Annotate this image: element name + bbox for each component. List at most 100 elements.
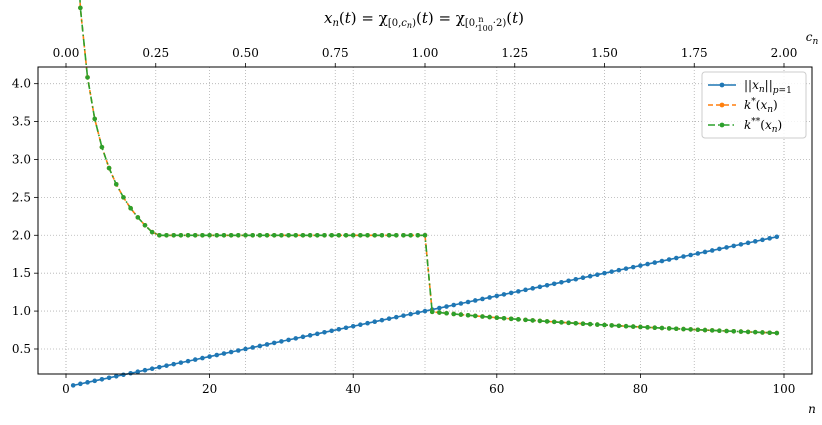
data-point bbox=[451, 302, 457, 308]
y-tick-label: 2.0 bbox=[12, 228, 31, 242]
series-3 bbox=[78, 0, 780, 336]
legend-box bbox=[701, 71, 807, 139]
data-point bbox=[609, 269, 614, 274]
data-point bbox=[501, 292, 507, 297]
data-point bbox=[422, 308, 428, 314]
data-point bbox=[214, 232, 220, 238]
data-point bbox=[315, 232, 320, 238]
data-point bbox=[487, 314, 492, 320]
data-point bbox=[228, 349, 234, 355]
data-point bbox=[530, 318, 535, 323]
data-point bbox=[415, 232, 421, 238]
data-point bbox=[365, 320, 370, 326]
data-point bbox=[609, 323, 614, 328]
data-point bbox=[702, 327, 708, 333]
x2-axis-title: cn bbox=[806, 30, 819, 47]
data-point bbox=[767, 330, 772, 336]
data-point bbox=[659, 258, 665, 264]
data-point bbox=[121, 195, 126, 200]
data-point bbox=[731, 243, 737, 249]
data-point bbox=[92, 378, 98, 384]
data-point bbox=[494, 293, 500, 299]
x-tick-label: 100 bbox=[773, 382, 796, 396]
data-point bbox=[623, 266, 629, 271]
data-point bbox=[350, 232, 356, 238]
data-point bbox=[444, 310, 449, 316]
data-point bbox=[185, 358, 191, 364]
data-point bbox=[149, 229, 155, 235]
data-point bbox=[429, 309, 435, 315]
data-point bbox=[616, 323, 622, 329]
y-tick-label: 1.5 bbox=[12, 266, 31, 280]
data-point bbox=[207, 354, 212, 359]
data-point bbox=[200, 355, 205, 361]
x-tick-label: 80 bbox=[633, 382, 648, 396]
x-tick-label: 20 bbox=[202, 382, 217, 396]
data-point bbox=[286, 337, 291, 343]
data-point bbox=[422, 232, 428, 238]
x2-tick-label: 0.75 bbox=[322, 46, 349, 60]
data-point bbox=[85, 75, 90, 80]
data-point bbox=[695, 327, 701, 333]
data-point bbox=[745, 240, 751, 246]
data-point bbox=[142, 367, 148, 373]
data-point bbox=[106, 165, 112, 171]
data-point bbox=[171, 232, 177, 238]
data-point bbox=[128, 205, 133, 211]
data-point bbox=[587, 273, 593, 279]
data-point bbox=[113, 181, 119, 187]
data-point bbox=[573, 276, 579, 282]
data-point bbox=[257, 232, 263, 238]
legend-label: k**(xn) bbox=[744, 117, 782, 135]
data-point bbox=[142, 222, 148, 228]
data-point bbox=[358, 232, 363, 238]
data-point bbox=[243, 346, 248, 352]
data-point bbox=[70, 383, 76, 388]
y-tick-label: 0.5 bbox=[12, 342, 31, 356]
data-point bbox=[257, 343, 263, 349]
data-point bbox=[688, 327, 693, 332]
series-1 bbox=[70, 234, 780, 388]
data-point bbox=[228, 232, 234, 238]
data-point bbox=[702, 249, 708, 255]
data-point bbox=[623, 323, 629, 329]
data-point bbox=[408, 311, 413, 317]
data-point bbox=[472, 298, 478, 303]
x2-tick-label: 1.50 bbox=[591, 46, 618, 60]
y-tick-label: 3.0 bbox=[12, 152, 31, 166]
data-point bbox=[207, 232, 212, 238]
data-point bbox=[329, 232, 334, 238]
data-point bbox=[99, 377, 105, 382]
data-point bbox=[350, 323, 356, 329]
data-point bbox=[638, 324, 643, 330]
data-point bbox=[300, 334, 306, 340]
legend: ||xn||p=1k*(xn)k**(xn) bbox=[701, 71, 807, 139]
data-point bbox=[580, 275, 586, 281]
data-point bbox=[595, 322, 600, 327]
data-point bbox=[365, 232, 370, 238]
data-point bbox=[293, 232, 299, 238]
data-point bbox=[774, 234, 780, 240]
data-point bbox=[157, 232, 162, 238]
data-point bbox=[472, 313, 478, 319]
data-point bbox=[372, 232, 378, 238]
data-point bbox=[580, 321, 586, 327]
data-point bbox=[666, 326, 672, 331]
data-point bbox=[516, 317, 521, 322]
data-point bbox=[343, 232, 349, 238]
data-point bbox=[200, 232, 205, 238]
data-point bbox=[121, 372, 126, 378]
data-point bbox=[379, 232, 385, 238]
data-point bbox=[386, 316, 392, 321]
data-point bbox=[264, 342, 270, 347]
data-point bbox=[307, 232, 313, 238]
data-point bbox=[178, 360, 184, 365]
data-point bbox=[221, 232, 227, 238]
data-point bbox=[236, 348, 241, 353]
data-point bbox=[595, 272, 600, 277]
data-point bbox=[401, 232, 406, 238]
y-tick-label: 2.5 bbox=[12, 190, 31, 204]
data-point bbox=[178, 232, 184, 238]
data-point bbox=[386, 232, 392, 238]
data-point bbox=[566, 278, 571, 284]
